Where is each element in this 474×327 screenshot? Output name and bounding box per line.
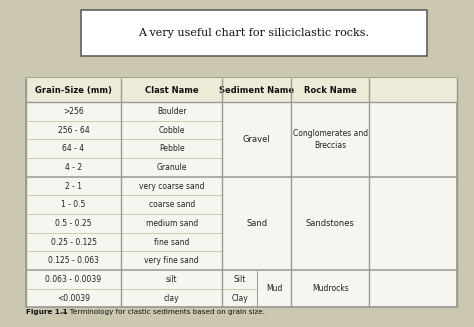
Text: very fine sand: very fine sand [145, 256, 199, 265]
Text: 0.125 - 0.063: 0.125 - 0.063 [48, 256, 99, 265]
Text: <0.0039: <0.0039 [57, 294, 90, 302]
Text: Cobble: Cobble [158, 126, 185, 134]
Text: Silt: Silt [233, 275, 246, 284]
Text: — Terminology for clastic sediments based on grain size.: — Terminology for clastic sediments base… [58, 309, 265, 315]
Text: 256 - 64: 256 - 64 [58, 126, 90, 134]
Text: 0.25 - 0.125: 0.25 - 0.125 [51, 237, 97, 247]
Text: Clay: Clay [231, 294, 248, 302]
Text: 0.063 - 0.0039: 0.063 - 0.0039 [46, 275, 101, 284]
Text: Rock Name: Rock Name [304, 86, 356, 95]
Text: 1 - 0.5: 1 - 0.5 [61, 200, 86, 209]
Text: 0.5 - 0.25: 0.5 - 0.25 [55, 219, 92, 228]
Bar [81, 10, 427, 56]
Text: >256: >256 [63, 107, 84, 116]
Text: Granule: Granule [156, 163, 187, 172]
Text: fine sand: fine sand [154, 237, 189, 247]
Bar [26, 78, 457, 307]
Text: Sandstones: Sandstones [306, 219, 355, 228]
Text: medium sand: medium sand [146, 219, 198, 228]
Text: 2 - 1: 2 - 1 [65, 181, 82, 191]
Text: coarse sand: coarse sand [148, 200, 195, 209]
Text: Sand: Sand [246, 219, 267, 228]
Text: Pebble: Pebble [159, 144, 184, 153]
Text: 4 - 2: 4 - 2 [65, 163, 82, 172]
Text: Gravel: Gravel [243, 135, 271, 144]
Text: silt: silt [166, 275, 177, 284]
Text: very coarse sand: very coarse sand [139, 181, 204, 191]
Bar [26, 78, 457, 102]
Text: Mudrocks: Mudrocks [312, 284, 348, 293]
Text: Sediment Name: Sediment Name [219, 86, 294, 95]
Text: Conglomerates and
Breccias: Conglomerates and Breccias [292, 129, 368, 150]
Text: Clast Name: Clast Name [145, 86, 199, 95]
Text: Boulder: Boulder [157, 107, 186, 116]
Text: clay: clay [164, 294, 180, 302]
Text: Grain-Size (mm): Grain-Size (mm) [35, 86, 112, 95]
Text: A very useful chart for siliciclastic rocks.: A very useful chart for siliciclastic ro… [138, 28, 369, 38]
Text: Figure 1.1: Figure 1.1 [26, 309, 68, 315]
Text: Mud: Mud [266, 284, 283, 293]
Text: 64 - 4: 64 - 4 [63, 144, 84, 153]
